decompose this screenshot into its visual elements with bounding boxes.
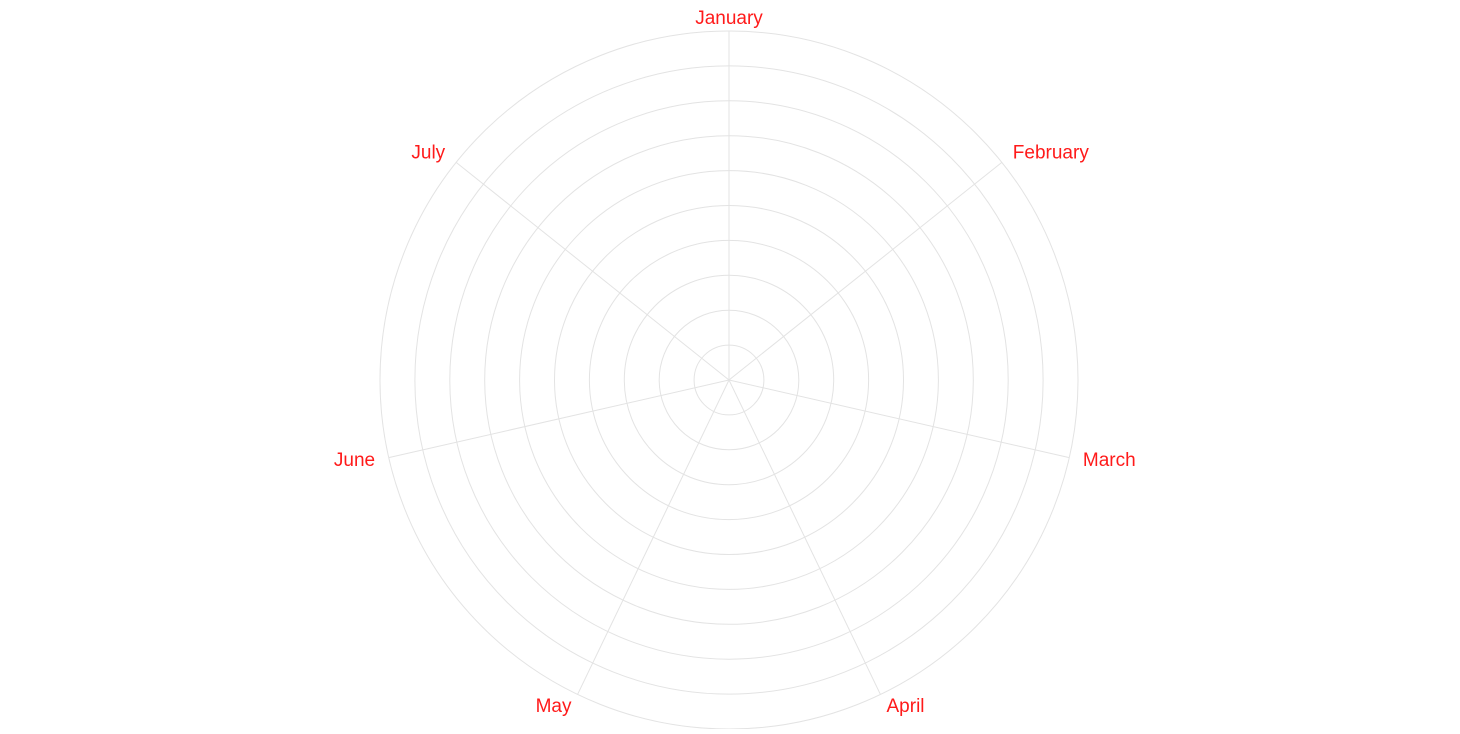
category-label-june: June [334, 450, 375, 471]
category-label-may: May [536, 696, 572, 717]
category-label-april: April [887, 696, 925, 717]
category-label-july: July [411, 143, 445, 164]
grid-spoke-july [455, 162, 730, 381]
grid-spoke-may [577, 379, 730, 695]
category-label-march: March [1083, 450, 1136, 471]
category-labels: January February March April May June July [334, 8, 1136, 717]
grid-spoke-april [728, 379, 881, 695]
category-label-february: February [1013, 143, 1090, 164]
grid-spoke-february [728, 162, 1003, 381]
grid-spokes [388, 31, 1070, 695]
category-label-january: January [695, 8, 763, 29]
grid-spoke-june [388, 379, 730, 459]
grid-spoke-march [728, 379, 1070, 459]
